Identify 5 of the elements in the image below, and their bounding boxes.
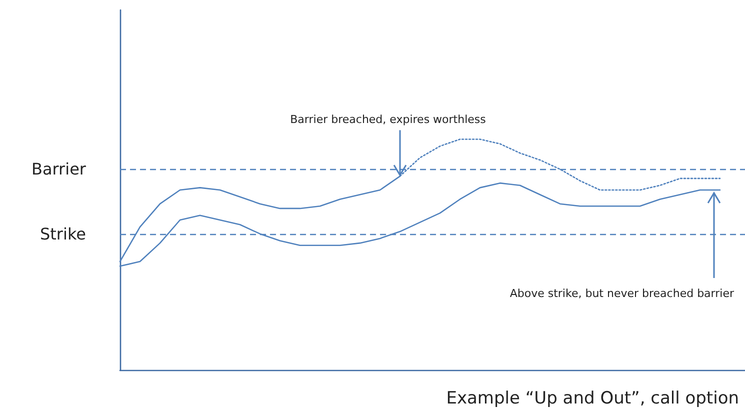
annotation: Above strike, but never breached barrier xyxy=(510,287,734,300)
text: Barrier breached, expires worthless xyxy=(290,113,486,126)
ref-line-label: Strike xyxy=(40,224,86,244)
ref-line-label: Barrier xyxy=(31,160,86,179)
text: Example “Up and Out”, call option xyxy=(446,388,739,408)
